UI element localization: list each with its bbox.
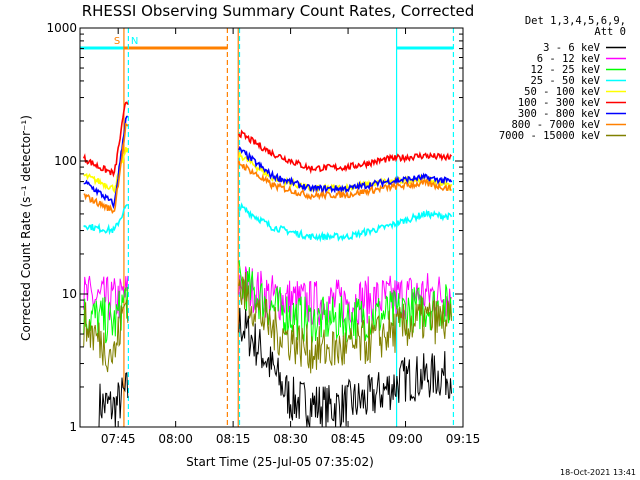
event-markers [123, 28, 455, 427]
series-line [82, 101, 453, 178]
flag-label: N [131, 36, 138, 47]
y-tick-label: 100 [54, 154, 77, 168]
y-axis-label: Corrected Count Rate (s⁻¹ detector⁻¹) [19, 115, 33, 341]
legend-entry-label: 6 - 12 keV [537, 53, 601, 65]
legend-entry-label: 800 - 7000 keV [511, 119, 600, 131]
footer-timestamp: 18-Oct-2021 13:41 [560, 468, 636, 477]
x-tick-label: 08:15 [216, 432, 251, 446]
plot-frame [79, 27, 464, 428]
x-tick-label: 09:15 [446, 432, 481, 446]
x-tick-label: 09:00 [388, 432, 423, 446]
x-tick-label: 08:45 [331, 432, 366, 446]
flag-label: S [114, 36, 120, 47]
series-line [83, 115, 453, 210]
legend-entry-label: 12 - 25 keV [530, 64, 600, 76]
legend-entry-label: 100 - 300 keV [518, 97, 601, 109]
x-tick-label: 07:45 [101, 432, 136, 446]
chart-title: RHESSI Observing Summary Count Rates, Co… [82, 2, 475, 20]
legend-header: Att 0 [594, 26, 626, 38]
series-line [83, 122, 452, 215]
legend-entry-label: 7000 - 15000 keV [499, 130, 601, 142]
legend-entry-label: 50 - 100 keV [524, 86, 601, 98]
x-axis-label: Start Time (25-Jul-05 07:35:02) [186, 455, 374, 469]
series-line [83, 266, 452, 326]
series-line [83, 202, 453, 243]
legend-entry-label: 25 - 50 keV [530, 75, 600, 87]
x-tick-label: 08:00 [158, 432, 193, 446]
x-tick-label: 08:30 [273, 432, 308, 446]
y-tick-label: 1000 [46, 21, 77, 35]
y-tick-label: 10 [62, 287, 77, 301]
y-tick-label: 1 [69, 420, 77, 434]
legend-entry-label: 3 - 6 keV [543, 42, 601, 54]
legend-entry-label: 300 - 800 keV [518, 108, 601, 120]
series-line [83, 271, 452, 374]
axis-ticks: 07:45 08:00 08:15 08:30 08:45 09:00 09:15 1 10 10… [46, 21, 480, 446]
series-layer [82, 101, 453, 428]
legend-header: Det 1,3,4,5,6,9, [525, 15, 626, 27]
series-line [98, 307, 452, 428]
